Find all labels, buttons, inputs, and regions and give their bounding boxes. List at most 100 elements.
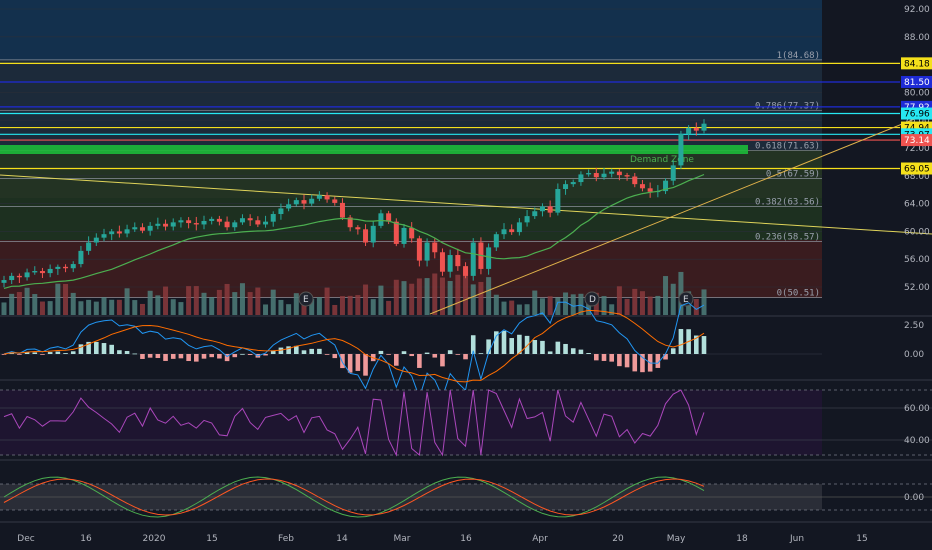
volume-bar bbox=[216, 289, 222, 315]
candle-body bbox=[132, 227, 138, 230]
volume-bar bbox=[132, 300, 138, 315]
candle-body bbox=[324, 195, 330, 200]
macd-histogram-bar bbox=[78, 344, 84, 354]
candle-body bbox=[501, 229, 507, 235]
volume-bar bbox=[447, 281, 453, 315]
price-tag bbox=[901, 75, 932, 88]
price-axis[interactable]: 92.0088.0084.0080.0076.0072.0068.0064.00… bbox=[822, 0, 932, 550]
price-tick-label: 72.00 bbox=[904, 144, 930, 154]
candle-body bbox=[547, 206, 553, 213]
time-axis[interactable]: Dec 16 2020 15 Feb 14 Mar 16 Apr 20 May 18 Jun 15 bbox=[17, 534, 867, 544]
candle-body bbox=[532, 211, 538, 217]
volume-bar bbox=[139, 303, 145, 315]
candle-body bbox=[647, 188, 653, 192]
candle-body bbox=[116, 231, 122, 234]
demand-zone-band[interactable] bbox=[0, 145, 748, 154]
candle-body bbox=[316, 195, 322, 199]
volume-bar bbox=[393, 279, 399, 315]
candle-body bbox=[447, 255, 453, 272]
volume-bar bbox=[516, 304, 522, 315]
candle-body bbox=[686, 127, 692, 135]
macd-pane[interactable] bbox=[0, 301, 822, 399]
dividend-event[interactable] bbox=[584, 291, 600, 307]
candle-body bbox=[593, 173, 599, 178]
volume-bar bbox=[255, 287, 261, 315]
candle-body bbox=[139, 227, 145, 231]
trendlines[interactable] bbox=[0, 111, 932, 315]
candle-body bbox=[470, 242, 476, 276]
candle-body bbox=[486, 247, 492, 269]
candle-body bbox=[170, 222, 176, 227]
volume-bar bbox=[247, 292, 253, 315]
volume-bar bbox=[409, 283, 415, 315]
volume-bar bbox=[147, 290, 153, 315]
candle-body bbox=[663, 180, 669, 192]
macd-histogram-bar bbox=[424, 352, 430, 354]
volume-bar bbox=[201, 292, 207, 315]
macd-histogram-bar bbox=[147, 354, 153, 358]
macd-histogram-bar bbox=[294, 345, 299, 354]
macd-histogram-bar bbox=[94, 341, 99, 354]
earnings-event-1[interactable] bbox=[298, 291, 314, 307]
candle-body bbox=[293, 200, 299, 205]
macd-histogram-bar bbox=[394, 354, 399, 366]
candle-body bbox=[616, 171, 622, 176]
candle-body bbox=[578, 174, 584, 183]
volume-bar bbox=[370, 299, 376, 315]
volume-bar bbox=[170, 299, 176, 315]
price-tag bbox=[901, 134, 932, 147]
macd-histogram-bar bbox=[470, 335, 476, 354]
candle-body bbox=[309, 198, 315, 204]
candle-body bbox=[232, 222, 238, 228]
fib-zone-upper bbox=[0, 60, 822, 150]
volume-bar bbox=[263, 304, 269, 315]
volume-bar bbox=[24, 287, 30, 315]
macd-histogram-bar bbox=[24, 352, 30, 354]
candle-body bbox=[539, 206, 545, 212]
macd-histogram-bar bbox=[586, 353, 591, 354]
time-tick-label: 18 bbox=[736, 534, 748, 544]
candle-body bbox=[301, 200, 307, 204]
candle-body bbox=[609, 171, 615, 174]
macd-histogram-bar bbox=[47, 352, 53, 354]
earnings-event-2[interactable] bbox=[678, 291, 694, 307]
candle-body bbox=[109, 231, 115, 235]
time-tick-label: Jun bbox=[789, 534, 804, 544]
macd-histogram-bar bbox=[324, 354, 330, 355]
macd-histogram-bar bbox=[9, 353, 14, 355]
stochastic-pane[interactable] bbox=[0, 476, 932, 518]
macd-histogram-bar bbox=[240, 353, 245, 355]
candle-body bbox=[216, 218, 222, 222]
fib-zone-top bbox=[0, 0, 822, 60]
macd-histogram-bar bbox=[540, 340, 545, 354]
volume-bar bbox=[16, 292, 22, 315]
volume-bar bbox=[86, 299, 92, 315]
volume-bar bbox=[424, 278, 430, 315]
macd-histogram-bar bbox=[570, 348, 576, 354]
time-tick-label: 16 bbox=[460, 534, 472, 544]
macd-histogram-bar bbox=[432, 354, 438, 358]
time-tick-label: 15 bbox=[206, 534, 217, 544]
macd-histogram-bar bbox=[655, 354, 661, 368]
candle-body bbox=[632, 176, 638, 185]
macd-histogram-bar bbox=[117, 350, 122, 354]
macd-histogram-bar bbox=[63, 353, 68, 354]
candle-body bbox=[209, 218, 215, 221]
price-tick-label: 76.00 bbox=[904, 116, 930, 126]
rsi-pane[interactable] bbox=[0, 389, 932, 457]
volume-bar bbox=[178, 302, 184, 315]
volume-bar bbox=[163, 286, 169, 315]
horizontal-levels bbox=[0, 62, 900, 170]
candle-body bbox=[247, 218, 253, 221]
macd-histogram-bar bbox=[332, 354, 338, 359]
volume-bar bbox=[155, 295, 161, 315]
candle-body bbox=[670, 165, 676, 181]
macd-histogram-bar bbox=[32, 352, 38, 354]
macd-histogram-bar bbox=[317, 348, 322, 354]
macd-histogram-bar bbox=[55, 351, 61, 354]
volume-bar bbox=[509, 300, 515, 315]
volume-bar bbox=[347, 295, 353, 315]
macd-histogram-bar bbox=[378, 350, 384, 354]
